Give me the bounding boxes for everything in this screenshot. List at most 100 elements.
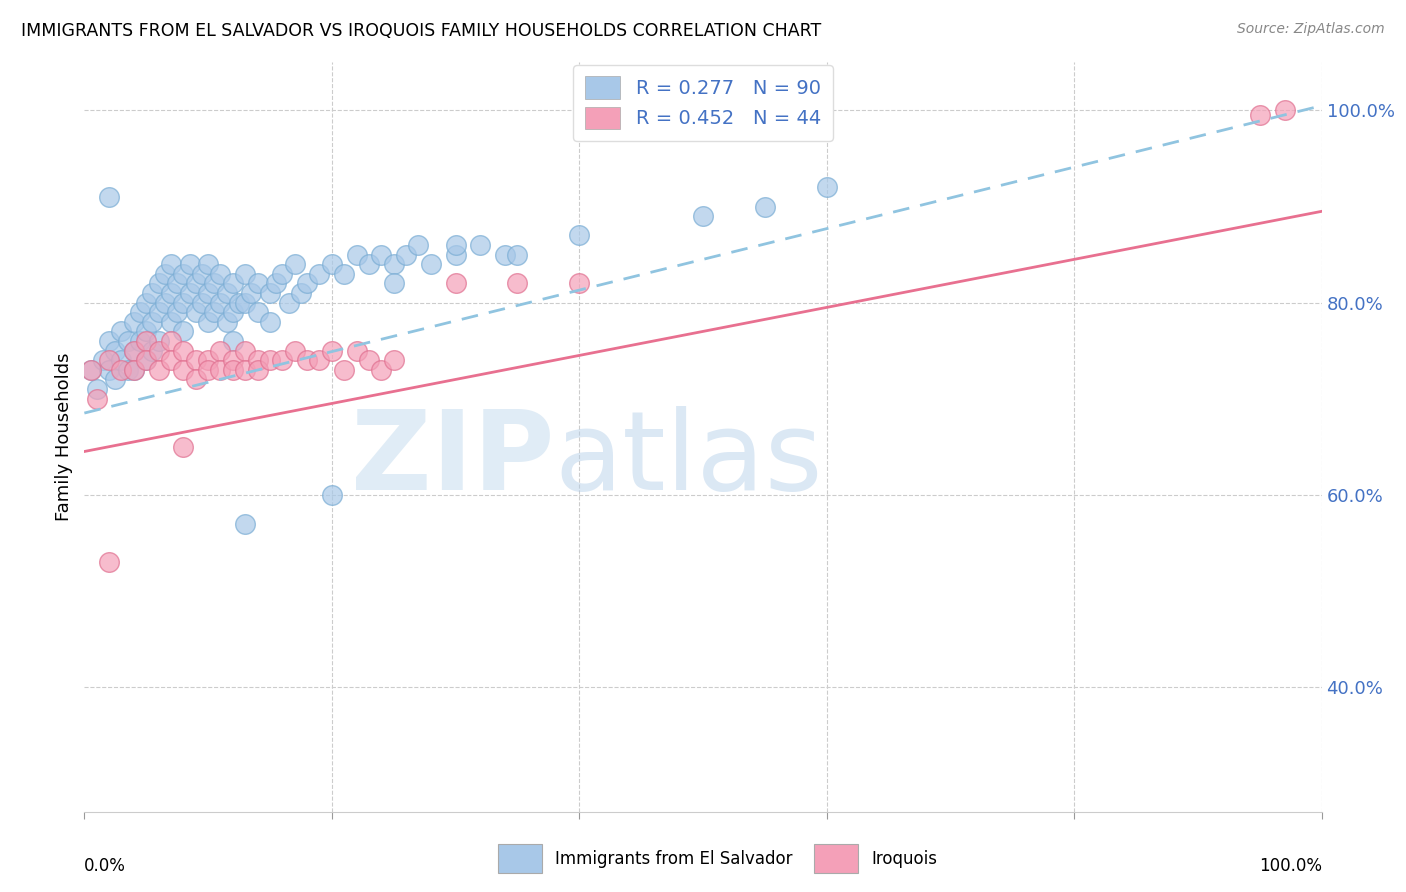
Point	[129, 334, 152, 348]
Point	[202, 277, 225, 291]
Point	[141, 285, 163, 300]
Point	[135, 325, 157, 339]
Point	[160, 334, 183, 348]
Point	[295, 353, 318, 368]
Point	[98, 353, 121, 368]
Point	[419, 257, 441, 271]
Point	[153, 295, 176, 310]
FancyBboxPatch shape	[498, 844, 543, 873]
Point	[135, 353, 157, 368]
Point	[233, 343, 256, 358]
Text: IMMIGRANTS FROM EL SALVADOR VS IROQUOIS FAMILY HOUSEHOLDS CORRELATION CHART: IMMIGRANTS FROM EL SALVADOR VS IROQUOIS …	[21, 22, 821, 40]
Point	[110, 325, 132, 339]
Point	[135, 334, 157, 348]
Point	[470, 238, 492, 252]
Point	[98, 363, 121, 377]
Point	[179, 285, 201, 300]
Point	[444, 247, 467, 261]
Point	[494, 247, 516, 261]
Point	[259, 353, 281, 368]
Point	[148, 343, 170, 358]
Point	[264, 277, 287, 291]
Point	[308, 353, 330, 368]
Point	[506, 247, 529, 261]
Point	[506, 277, 529, 291]
Point	[184, 277, 207, 291]
Point	[370, 247, 392, 261]
Point	[284, 343, 307, 358]
Point	[148, 277, 170, 291]
Point	[568, 228, 591, 243]
Point	[222, 363, 245, 377]
Point	[160, 353, 183, 368]
Point	[79, 363, 101, 377]
Point	[172, 295, 194, 310]
Point	[321, 343, 343, 358]
Point	[568, 277, 591, 291]
Point	[321, 257, 343, 271]
Point	[233, 516, 256, 531]
Point	[172, 363, 194, 377]
Point	[179, 257, 201, 271]
Point	[148, 334, 170, 348]
Point	[148, 363, 170, 377]
Point	[122, 343, 145, 358]
Point	[284, 257, 307, 271]
Point	[382, 353, 405, 368]
Point	[110, 363, 132, 377]
Point	[122, 363, 145, 377]
Point	[271, 267, 294, 281]
Point	[346, 247, 368, 261]
Point	[259, 285, 281, 300]
Point	[122, 315, 145, 329]
Point	[209, 363, 232, 377]
FancyBboxPatch shape	[814, 844, 858, 873]
Point	[98, 334, 121, 348]
Point	[160, 315, 183, 329]
Point	[160, 285, 183, 300]
Point	[86, 382, 108, 396]
Point	[246, 305, 269, 319]
Point	[444, 238, 467, 252]
Point	[184, 305, 207, 319]
Point	[259, 315, 281, 329]
Point	[395, 247, 418, 261]
Point	[153, 267, 176, 281]
Point	[191, 295, 214, 310]
Point	[308, 267, 330, 281]
Point	[233, 363, 256, 377]
Point	[754, 200, 776, 214]
Point	[271, 353, 294, 368]
Point	[104, 372, 127, 386]
Point	[222, 305, 245, 319]
Point	[357, 257, 380, 271]
Point	[346, 343, 368, 358]
Point	[215, 315, 238, 329]
Point	[98, 555, 121, 569]
Point	[209, 343, 232, 358]
Point	[382, 257, 405, 271]
Point	[172, 267, 194, 281]
Text: 0.0%: 0.0%	[84, 856, 127, 875]
Point	[321, 488, 343, 502]
Point	[191, 267, 214, 281]
Text: Iroquois: Iroquois	[872, 849, 936, 868]
Text: atlas: atlas	[554, 406, 823, 513]
Point	[202, 305, 225, 319]
Text: ZIP: ZIP	[352, 406, 554, 513]
Point	[370, 363, 392, 377]
Point	[135, 353, 157, 368]
Point	[290, 285, 312, 300]
Point	[197, 363, 219, 377]
Text: Immigrants from El Salvador: Immigrants from El Salvador	[554, 849, 792, 868]
Point	[110, 353, 132, 368]
Point	[172, 325, 194, 339]
Point	[382, 277, 405, 291]
Point	[1249, 108, 1271, 122]
Point	[98, 190, 121, 204]
Point	[246, 277, 269, 291]
Point	[197, 353, 219, 368]
Point	[166, 277, 188, 291]
Text: 100.0%: 100.0%	[1258, 856, 1322, 875]
Point	[122, 343, 145, 358]
